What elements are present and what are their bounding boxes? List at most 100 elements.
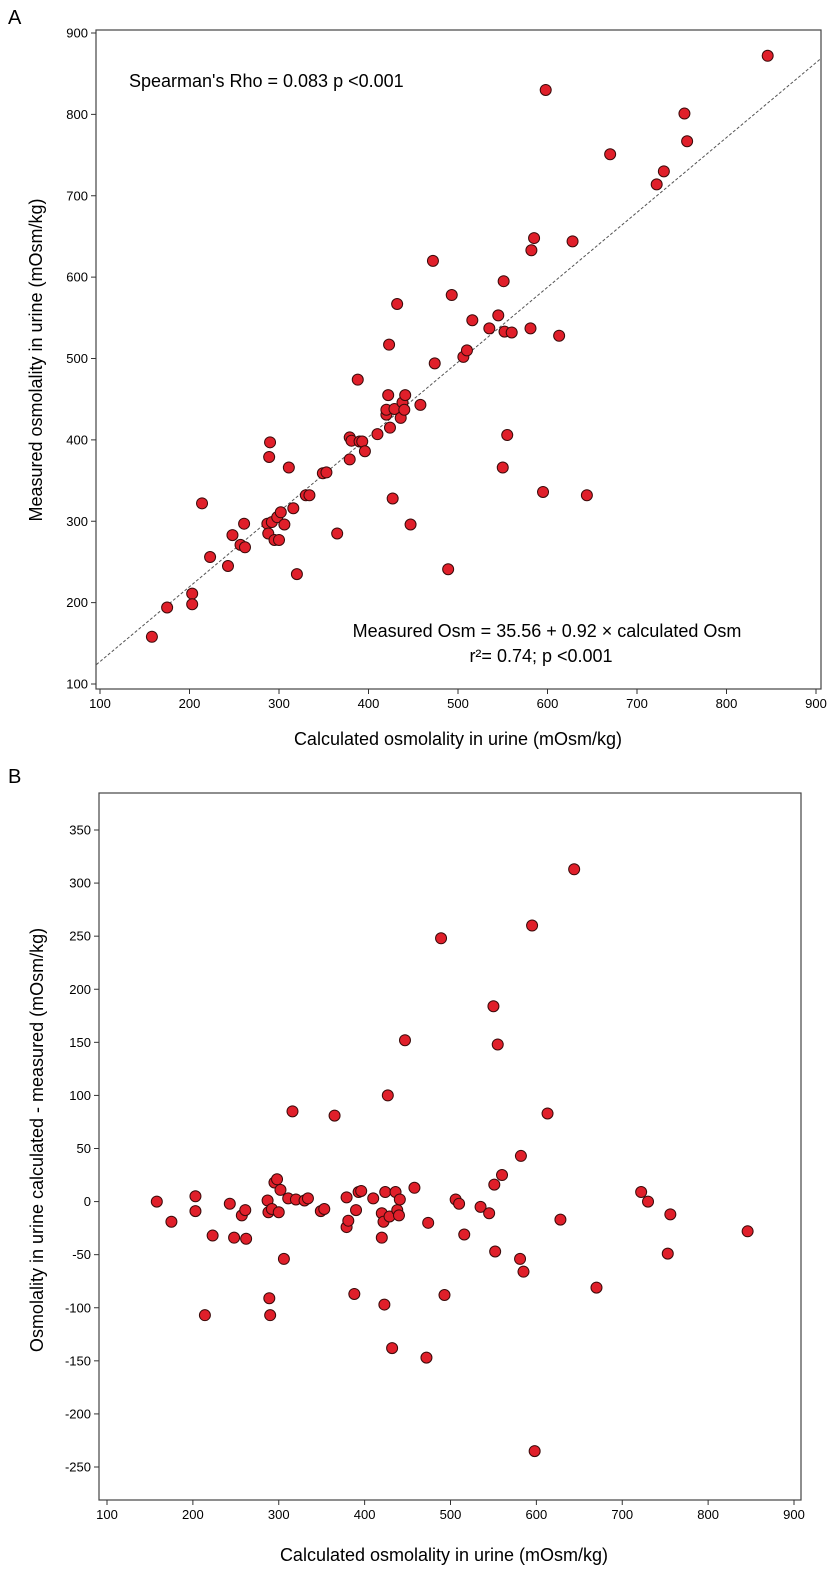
b-data-point: [206, 1229, 219, 1242]
panel-b-points: [150, 863, 754, 1458]
a-data-point: [404, 518, 417, 531]
b-data-point: [517, 1265, 530, 1278]
b-data-point: [458, 1228, 471, 1241]
b-x-tick-label: 900: [783, 1507, 805, 1522]
a-data-point: [186, 587, 199, 600]
b-data-point: [318, 1203, 331, 1216]
a-data-point: [343, 453, 356, 466]
b-data-point: [392, 1209, 405, 1222]
b-data-point: [301, 1192, 314, 1205]
a-data-point: [505, 326, 518, 339]
a-data-point: [414, 398, 427, 411]
b-data-point: [483, 1207, 496, 1220]
a-data-point: [650, 178, 663, 191]
b-y-tick-label: 350: [69, 823, 91, 838]
b-data-point: [340, 1191, 353, 1204]
a-x-tick-label: 400: [358, 696, 380, 711]
b-data-point: [408, 1181, 421, 1194]
a-data-point: [320, 466, 333, 479]
a-data-point: [604, 148, 617, 161]
a-data-point: [580, 489, 593, 502]
panel-b: B 100 200 300 400 500 600 700 800 900 -250-200-1…: [8, 766, 805, 1565]
b-data-point: [514, 1252, 527, 1265]
a-data-point: [524, 322, 537, 335]
panel-b-x-ticks: 100 200 300 400 500 600 700 800 900: [96, 1500, 805, 1522]
a-data-point: [331, 527, 344, 540]
b-x-tick-label: 800: [697, 1507, 719, 1522]
a-data-point: [426, 254, 439, 267]
a-y-tick-label: 500: [66, 351, 88, 366]
b-data-point: [342, 1214, 355, 1227]
a-data-point: [161, 601, 174, 614]
b-data-point: [263, 1292, 276, 1305]
a-x-tick-label: 300: [268, 696, 290, 711]
a-y-tick-label: 200: [66, 595, 88, 610]
b-x-tick-label: 700: [611, 1507, 633, 1522]
a-data-point: [428, 357, 441, 370]
a-data-point: [264, 436, 277, 449]
a-data-point: [553, 329, 566, 342]
b-data-point: [328, 1109, 341, 1122]
a-data-point: [496, 461, 509, 474]
a-y-tick-label: 100: [66, 677, 88, 692]
b-x-tick-label: 300: [268, 1507, 290, 1522]
b-data-point: [239, 1204, 252, 1217]
b-y-tick-label: 200: [69, 982, 91, 997]
a-data-point: [290, 568, 303, 581]
a-y-tick-label: 300: [66, 514, 88, 529]
b-data-point: [378, 1298, 391, 1311]
a-data-point: [356, 435, 369, 448]
a-data-point: [263, 450, 276, 463]
b-y-tick-label: 0: [84, 1194, 91, 1209]
a-data-point: [238, 517, 251, 530]
a-data-point: [186, 598, 199, 611]
b-data-point: [272, 1206, 285, 1219]
b-data-point: [165, 1215, 178, 1228]
a-data-point: [382, 389, 395, 402]
b-data-point: [198, 1309, 211, 1322]
b-data-point: [277, 1252, 290, 1265]
a-data-point: [278, 518, 291, 531]
panel-a-y-ticks: 100 200 300 400 500 600 700 800 900: [66, 26, 96, 692]
a-data-point: [383, 421, 396, 434]
a-y-tick-label: 900: [66, 26, 88, 41]
panel-a-r2-annotation: r²= 0.74; p <0.001: [469, 646, 612, 666]
b-data-point: [264, 1309, 277, 1322]
a-data-point: [399, 389, 412, 402]
a-data-point: [287, 502, 300, 515]
b-data-point: [150, 1195, 163, 1208]
a-data-point: [282, 461, 295, 474]
a-data-point: [492, 309, 505, 322]
a-x-tick-label: 500: [447, 696, 469, 711]
a-data-point: [657, 165, 670, 178]
b-data-point: [393, 1193, 406, 1206]
panel-b-y-ticks: -250 -200 -150 -100 -50 0 50 100 150 200 250 300 350: [65, 823, 99, 1475]
b-y-tick-label: -50: [72, 1247, 91, 1262]
b-data-point: [348, 1287, 361, 1300]
b-data-point: [223, 1197, 236, 1210]
a-data-point: [358, 445, 371, 458]
a-data-point: [761, 49, 774, 62]
b-data-point: [438, 1289, 451, 1302]
a-data-point: [537, 485, 550, 498]
a-data-point: [497, 275, 510, 288]
a-data-point: [273, 533, 285, 546]
panel-a-letter: A: [8, 7, 22, 29]
a-y-tick-label: 600: [66, 270, 88, 285]
b-y-tick-label: 100: [69, 1088, 91, 1103]
b-data-point: [398, 1034, 411, 1047]
b-data-point: [554, 1213, 567, 1226]
b-data-point: [488, 1178, 501, 1191]
a-x-tick-label: 800: [716, 696, 738, 711]
b-data-point: [189, 1205, 202, 1218]
a-data-point: [566, 235, 579, 248]
a-data-point: [391, 297, 404, 310]
b-x-tick-label: 400: [354, 1507, 376, 1522]
a-data-point: [501, 428, 514, 441]
b-y-tick-label: 250: [69, 929, 91, 944]
a-data-point: [196, 497, 209, 510]
b-data-point: [453, 1197, 466, 1210]
b-y-tick-label: -100: [65, 1300, 91, 1315]
a-data-point: [398, 403, 411, 416]
b-data-point: [590, 1281, 603, 1294]
